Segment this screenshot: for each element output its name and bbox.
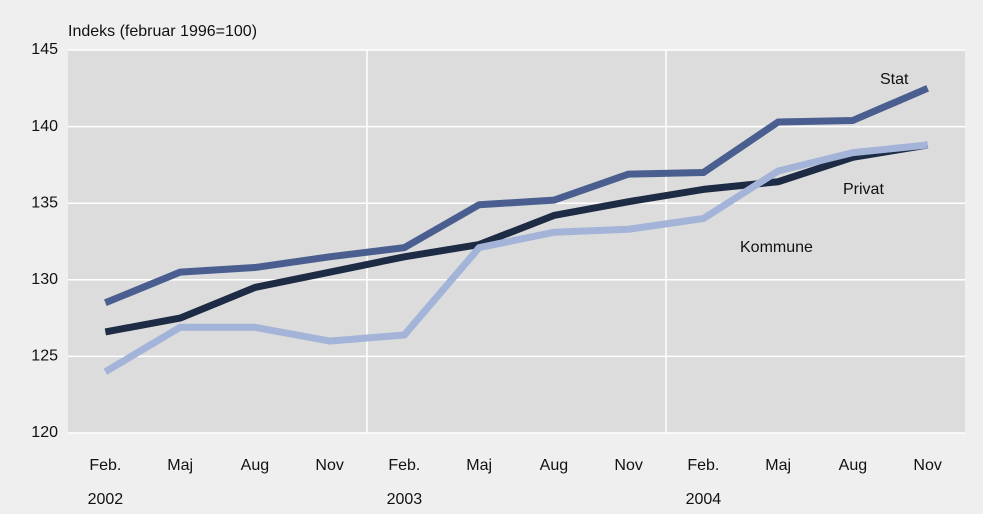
year-label: 2003 (387, 491, 423, 508)
x-tick-label: Aug (540, 457, 568, 474)
x-tick-label: Aug (839, 457, 867, 474)
series-line (103, 141, 928, 375)
x-tick-label: Nov (315, 457, 343, 474)
x-tick-label: Maj (167, 457, 193, 474)
x-tick-label: Nov (913, 457, 941, 474)
y-tick-label: 135 (31, 194, 58, 211)
series-line (104, 85, 930, 307)
series-label: Stat (880, 71, 909, 88)
x-tick-label: Maj (466, 457, 492, 474)
y-tick-label: 145 (31, 41, 58, 58)
x-tick-label: Feb. (89, 457, 121, 474)
series-label: Kommune (740, 239, 813, 256)
x-tick-label: Maj (765, 457, 791, 474)
y-tick-label: 130 (31, 271, 58, 288)
x-tick-label: Feb. (687, 457, 719, 474)
y-tick-label: 140 (31, 118, 58, 135)
x-tick-label: Nov (614, 457, 642, 474)
x-tick-label: Feb. (388, 457, 420, 474)
x-tick-label: Aug (241, 457, 269, 474)
series-label: Privat (843, 181, 884, 198)
year-label: 2004 (686, 491, 722, 508)
y-axis-label: Indeks (februar 1996=100) (68, 23, 257, 40)
year-label: 2002 (88, 491, 124, 508)
y-tick-label: 120 (31, 424, 58, 441)
series-line (104, 141, 929, 336)
y-tick-label: 125 (31, 348, 58, 365)
